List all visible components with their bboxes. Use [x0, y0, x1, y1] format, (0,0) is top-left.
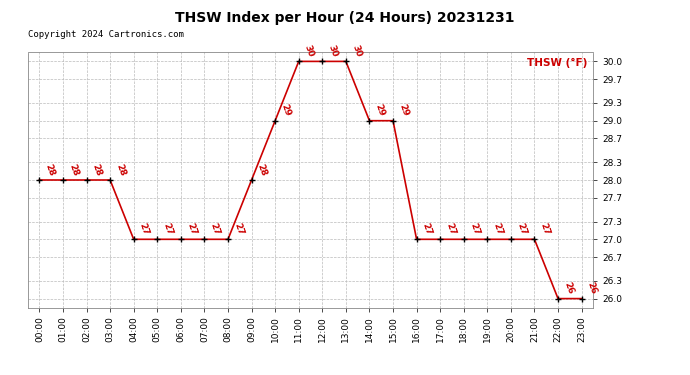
Text: 27: 27	[161, 222, 174, 237]
Text: 28: 28	[43, 162, 57, 177]
Text: 30: 30	[303, 44, 315, 58]
Text: 26: 26	[586, 281, 598, 296]
Text: 27: 27	[208, 222, 221, 237]
Text: 27: 27	[138, 222, 150, 237]
Text: 28: 28	[115, 162, 127, 177]
Text: 27: 27	[539, 222, 551, 237]
Text: Copyright 2024 Cartronics.com: Copyright 2024 Cartronics.com	[28, 30, 184, 39]
Text: 27: 27	[185, 222, 198, 237]
Text: 26: 26	[562, 281, 575, 296]
Text: 28: 28	[256, 162, 268, 177]
Text: 28: 28	[90, 162, 104, 177]
Text: 27: 27	[232, 222, 245, 237]
Text: 29: 29	[373, 103, 386, 118]
Text: 27: 27	[421, 222, 433, 237]
Text: 30: 30	[350, 44, 363, 58]
Text: 27: 27	[515, 222, 528, 237]
Text: THSW (°F): THSW (°F)	[527, 58, 588, 68]
Text: 28: 28	[67, 162, 80, 177]
Text: 29: 29	[279, 103, 292, 118]
Text: 27: 27	[468, 222, 481, 237]
Text: 29: 29	[397, 103, 410, 118]
Text: 27: 27	[491, 222, 504, 237]
Text: 30: 30	[326, 44, 339, 58]
Text: 27: 27	[444, 222, 457, 237]
Text: THSW Index per Hour (24 Hours) 20231231: THSW Index per Hour (24 Hours) 20231231	[175, 11, 515, 25]
